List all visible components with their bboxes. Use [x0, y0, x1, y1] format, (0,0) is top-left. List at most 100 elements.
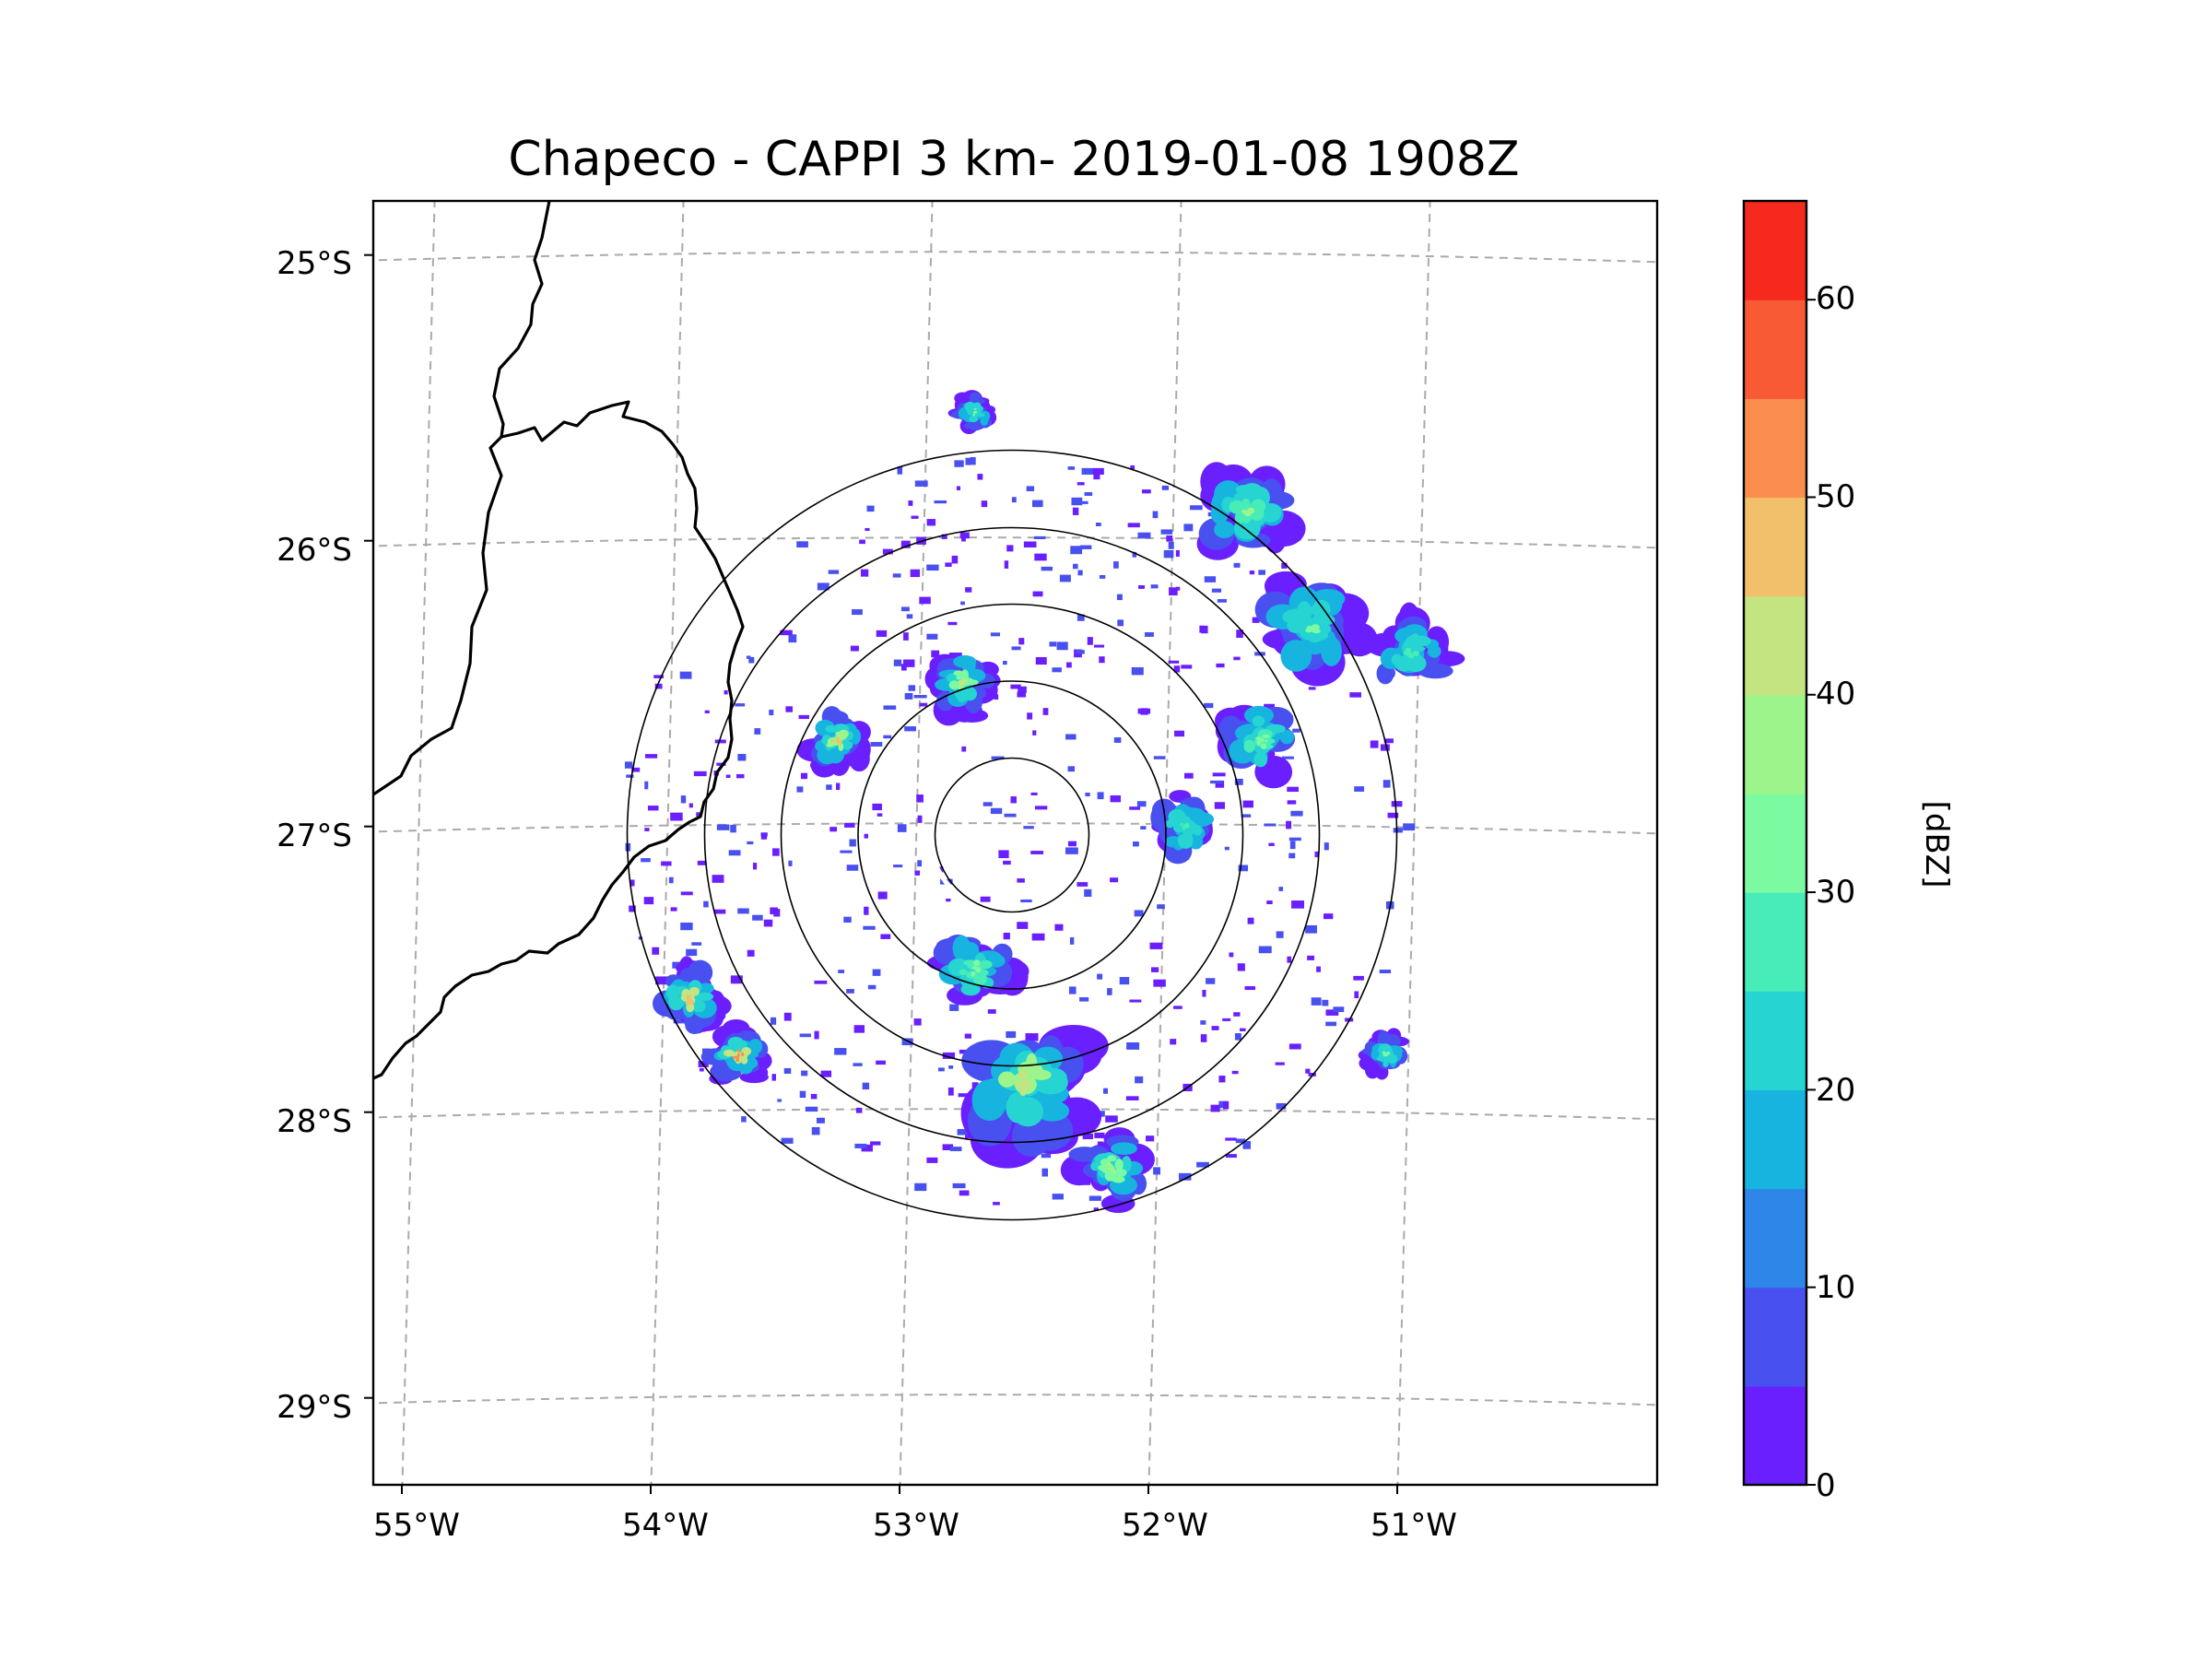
- colorbar-segment-15: [1744, 1089, 1806, 1190]
- echo-cell-6: [962, 687, 978, 701]
- speckle: [641, 858, 651, 863]
- speckle: [926, 519, 936, 526]
- speckle: [1052, 1194, 1064, 1200]
- speckle: [980, 896, 991, 902]
- speckle: [959, 532, 970, 539]
- speckle: [914, 480, 928, 487]
- speckle: [1308, 1072, 1316, 1077]
- speckle: [828, 570, 840, 574]
- speckle: [645, 754, 658, 759]
- speckle: [730, 825, 736, 833]
- speckle: [1004, 560, 1009, 569]
- speckle: [1380, 744, 1390, 751]
- speckle: [801, 1070, 808, 1077]
- speckle: [1202, 989, 1206, 997]
- speckle: [752, 863, 758, 870]
- speckle: [876, 629, 888, 637]
- echo-cell-3: [668, 995, 684, 1011]
- speckle: [1212, 772, 1226, 777]
- echo-cell-12: [1386, 1051, 1391, 1055]
- speckle: [1025, 1033, 1039, 1041]
- speckle: [644, 828, 650, 831]
- blanking-arc: [926, 828, 1036, 919]
- speckle: [693, 771, 707, 777]
- speckle: [1138, 585, 1145, 589]
- speckle: [913, 694, 927, 699]
- lon-tick-53w: 53°W: [873, 1507, 959, 1544]
- echo-cell-8: [1256, 738, 1262, 746]
- speckle: [1181, 665, 1193, 669]
- speckle: [1323, 913, 1334, 920]
- colorbar: [1742, 199, 1816, 1487]
- speckle: [1093, 1207, 1099, 1211]
- range-rings: [626, 449, 1398, 1221]
- speckle: [906, 614, 913, 619]
- speckle: [1011, 497, 1017, 503]
- echo-cell-6: [947, 673, 959, 683]
- speckle: [1290, 810, 1303, 817]
- speckle: [892, 573, 901, 578]
- colorbar-segment-40: [1744, 595, 1806, 696]
- speckle: [670, 812, 683, 821]
- parallel-1: [373, 536, 1657, 549]
- speckle: [981, 500, 988, 508]
- colorbar-segment-60: [1744, 201, 1806, 300]
- speckle: [1353, 975, 1364, 981]
- speckle: [748, 656, 755, 664]
- speckle: [855, 1107, 863, 1113]
- echo-cell-1: [971, 966, 980, 971]
- speckle: [736, 773, 745, 779]
- speckle: [1242, 800, 1253, 808]
- speckle: [1240, 1028, 1246, 1031]
- speckle: [919, 596, 931, 605]
- speckle: [893, 659, 902, 666]
- echo-cell-11: [1180, 822, 1183, 827]
- lat-tick-26s: 26°S: [276, 532, 352, 569]
- echo-cell-0: [997, 1071, 1016, 1088]
- speckle: [817, 582, 830, 591]
- echo-cell-1: [971, 971, 975, 977]
- echo-cell-13: [972, 411, 977, 414]
- speckle: [1238, 865, 1249, 872]
- speckle: [783, 1067, 792, 1074]
- chart-title: Chapeco - CAPPI 3 km- 2019-01-08 1908Z: [508, 132, 1519, 187]
- echo-cell-2: [1121, 1156, 1132, 1172]
- speckle: [872, 969, 881, 976]
- speckle: [1117, 619, 1124, 627]
- echo-cell-7: [1280, 640, 1312, 672]
- speckle: [1287, 956, 1292, 963]
- speckle: [629, 879, 635, 887]
- speckle: [1225, 1137, 1237, 1141]
- speckle: [947, 1087, 954, 1096]
- speckle: [965, 457, 971, 465]
- speckle: [1056, 641, 1068, 651]
- speckle: [838, 970, 845, 973]
- speckle: [1196, 1161, 1209, 1168]
- speckle: [1305, 1068, 1311, 1074]
- speckle: [866, 505, 875, 512]
- speckle: [1382, 780, 1391, 788]
- echo-cell-12: [1390, 1053, 1394, 1060]
- lat-tick-29s: 29°S: [276, 1389, 352, 1426]
- speckle: [908, 685, 916, 691]
- speckle: [883, 735, 892, 739]
- speckle: [763, 919, 773, 927]
- speckle: [1168, 660, 1180, 664]
- speckle: [914, 1182, 927, 1192]
- echo-cell-9: [1411, 659, 1424, 668]
- speckle: [777, 1099, 782, 1102]
- speckle: [1113, 561, 1119, 569]
- speckle: [1153, 979, 1166, 987]
- echo-cell-1: [972, 959, 981, 967]
- echo-cell-8: [1279, 729, 1295, 745]
- speckle: [1288, 1043, 1301, 1050]
- colorbar-segment-55: [1744, 300, 1806, 399]
- speckle: [1391, 801, 1403, 807]
- speckle: [977, 474, 983, 480]
- echo-cell-6: [961, 679, 965, 684]
- speckle: [834, 1048, 847, 1055]
- speckle: [1030, 792, 1038, 795]
- speckle: [1387, 812, 1399, 818]
- speckle: [1175, 549, 1180, 558]
- speckle: [982, 802, 993, 806]
